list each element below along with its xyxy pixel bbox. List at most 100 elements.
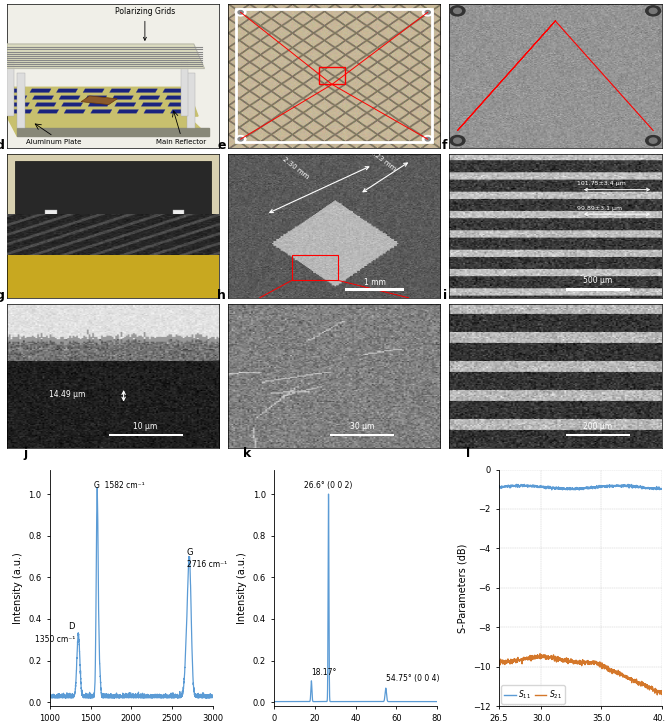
Polygon shape: [114, 103, 136, 106]
Text: 1350 cm⁻¹: 1350 cm⁻¹: [35, 635, 75, 644]
Polygon shape: [6, 96, 27, 100]
Polygon shape: [0, 44, 204, 68]
Bar: [15, 161, 211, 214]
$S_{21}$: [658, 689, 665, 698]
Text: d: d: [0, 139, 5, 152]
Text: G: G: [187, 547, 193, 557]
Text: 18.17°: 18.17°: [311, 668, 336, 677]
Circle shape: [422, 135, 433, 143]
Polygon shape: [83, 89, 104, 92]
Text: 26.6° (0 0 2): 26.6° (0 0 2): [305, 481, 352, 491]
$S_{11}$: [561, 484, 569, 493]
Text: f: f: [442, 139, 447, 152]
Bar: [292, 255, 338, 280]
Text: 2.30 mm: 2.30 mm: [281, 157, 309, 181]
Bar: [172, 210, 184, 250]
$S_{21}$: [653, 690, 661, 699]
Polygon shape: [62, 103, 82, 106]
Text: j: j: [23, 447, 27, 460]
Polygon shape: [9, 103, 30, 106]
Text: G  1582 cm⁻¹: G 1582 cm⁻¹: [94, 481, 144, 491]
Polygon shape: [0, 87, 198, 116]
Text: Aluminum Plate: Aluminum Plate: [26, 139, 81, 145]
Y-axis label: Intensity (a.u.): Intensity (a.u.): [237, 552, 247, 624]
$S_{11}$: [622, 481, 630, 490]
Line: $S_{21}$: $S_{21}$: [499, 654, 662, 695]
$S_{21}$: [495, 658, 503, 667]
Text: 101.75±3.4 μm: 101.75±3.4 μm: [577, 181, 626, 186]
Polygon shape: [166, 96, 187, 100]
Circle shape: [649, 138, 657, 143]
Circle shape: [649, 8, 657, 13]
Bar: [181, 61, 188, 116]
Circle shape: [646, 135, 660, 146]
Text: i: i: [443, 289, 447, 302]
$S_{21}$: [511, 656, 519, 665]
$S_{11}$: [511, 483, 519, 491]
Text: a: a: [0, 0, 5, 2]
$S_{11}$: [658, 484, 665, 493]
Polygon shape: [112, 96, 134, 100]
Circle shape: [425, 11, 430, 14]
$S_{11}$: [607, 482, 615, 491]
Y-axis label: Intensity (a.u.): Intensity (a.u.): [13, 552, 23, 624]
Text: 54.75° (0 0 4): 54.75° (0 0 4): [386, 674, 440, 684]
Polygon shape: [170, 110, 192, 114]
Text: Main Reflector: Main Reflector: [156, 139, 206, 145]
$S_{21}$: [567, 657, 575, 665]
$S_{21}$: [561, 655, 569, 664]
$S_{21}$: [625, 675, 633, 684]
Text: 1.23 mm: 1.23 mm: [368, 148, 396, 172]
Polygon shape: [3, 89, 25, 92]
$S_{11}$: [567, 485, 575, 494]
Bar: [109, 434, 183, 436]
$S_{11}$: [571, 486, 579, 494]
Bar: [45, 210, 57, 250]
Y-axis label: S-Parameters (dB): S-Parameters (dB): [458, 543, 467, 633]
Polygon shape: [110, 89, 131, 92]
$S_{21}$: [622, 671, 630, 680]
Polygon shape: [86, 96, 107, 100]
Polygon shape: [117, 110, 138, 114]
Polygon shape: [57, 89, 78, 92]
Text: 99.89±3.1 μm: 99.89±3.1 μm: [577, 206, 622, 211]
Text: l: l: [465, 447, 469, 460]
Bar: [566, 288, 630, 290]
Circle shape: [454, 8, 462, 13]
Polygon shape: [30, 89, 51, 92]
Circle shape: [425, 138, 430, 141]
Text: 2716 cm⁻¹: 2716 cm⁻¹: [187, 560, 227, 569]
Text: 1 mm: 1 mm: [364, 278, 386, 287]
Polygon shape: [17, 127, 209, 136]
Text: 500 μm: 500 μm: [583, 277, 612, 285]
Text: h: h: [217, 289, 225, 302]
Text: b: b: [217, 0, 225, 2]
Text: Polarizing Grids: Polarizing Grids: [115, 7, 175, 40]
Bar: [566, 434, 630, 436]
Circle shape: [422, 9, 433, 16]
Text: k: k: [243, 447, 251, 460]
Text: g: g: [0, 289, 5, 302]
Polygon shape: [64, 110, 85, 114]
Bar: [330, 434, 394, 436]
$S_{11}$: [625, 483, 633, 492]
Polygon shape: [168, 103, 189, 106]
Text: c: c: [440, 0, 447, 2]
Polygon shape: [139, 96, 160, 100]
Bar: [17, 73, 25, 127]
$S_{11}$: [624, 480, 632, 488]
Circle shape: [238, 138, 243, 141]
Text: 30 μm: 30 μm: [350, 422, 374, 431]
Text: e: e: [217, 139, 225, 152]
Circle shape: [235, 135, 246, 143]
Circle shape: [454, 138, 462, 143]
Polygon shape: [90, 110, 112, 114]
Line: $S_{11}$: $S_{11}$: [499, 484, 662, 490]
Bar: [188, 73, 195, 127]
Polygon shape: [7, 116, 209, 136]
Text: D: D: [68, 622, 75, 631]
Polygon shape: [88, 103, 109, 106]
Polygon shape: [163, 89, 184, 92]
Polygon shape: [144, 110, 165, 114]
Bar: [319, 67, 344, 84]
